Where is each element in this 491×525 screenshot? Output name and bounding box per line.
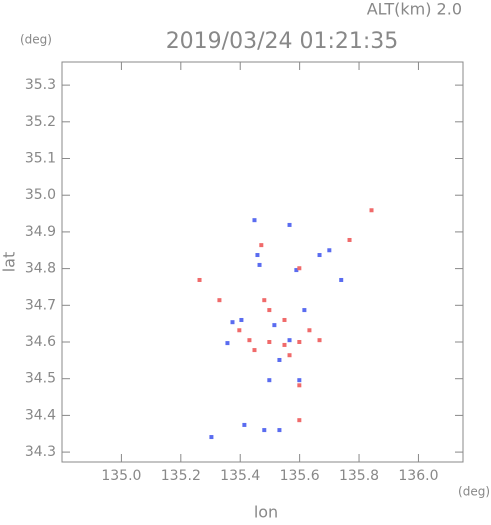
y-axis-label: lat [0,252,19,273]
x-tick-label: 135.6 [280,468,320,484]
x-tick-label: 135.2 [161,468,201,484]
point [347,237,352,242]
point [209,435,214,440]
point [267,308,272,313]
point [294,268,299,273]
point [277,428,282,433]
y-tick-label: 35.2 [25,114,56,130]
x-tick-label: 136.0 [398,468,438,484]
x-axis-label: lon [254,503,278,522]
x-unit: (deg) [458,485,490,499]
point [297,340,302,344]
point [259,243,264,248]
y-tick-label: 34.4 [25,407,56,423]
y-unit: (deg) [20,33,52,47]
chart-title: 2019/03/24 01:21:35 [166,29,399,54]
point [302,308,307,313]
point [230,320,235,325]
y-tick-label: 35.3 [25,77,56,93]
y-tick-label: 35.1 [25,151,56,167]
point [247,338,252,343]
point [287,353,292,358]
point [287,222,292,227]
point [272,323,277,328]
y-tick-label: 34.8 [25,261,56,277]
y-tick-label: 35.0 [25,187,56,203]
x-tick-label: 135.8 [339,468,379,484]
point [242,422,247,427]
point [297,378,302,383]
point [327,248,332,253]
point [282,317,287,322]
point [252,348,257,353]
x-tick-label: 135.0 [101,468,141,484]
y-tick-label: 34.5 [25,371,56,387]
point [255,253,260,258]
plot-frame [61,61,464,463]
y-tick-label: 34.6 [25,334,56,350]
point [237,328,242,333]
annotation: ALT(km) 2.0 [367,0,462,19]
point [267,378,272,383]
point [317,338,322,343]
y-tick-label: 34.7 [25,297,56,313]
point [197,277,202,282]
point [277,357,282,362]
point [297,383,302,388]
point [287,338,292,343]
point [317,253,322,258]
point [307,328,312,333]
point [225,341,230,346]
point [267,340,272,344]
point [239,317,244,322]
point [297,418,302,423]
y-tick-label: 34.9 [25,224,56,240]
point [369,208,374,213]
point [339,277,344,282]
point [257,262,262,267]
point [282,342,287,347]
point [217,298,222,303]
point [252,218,257,223]
x-tick-label: 135.4 [220,468,260,484]
point [297,266,302,271]
y-tick-label: 34.3 [25,444,56,460]
point [262,298,267,303]
point [262,428,267,433]
